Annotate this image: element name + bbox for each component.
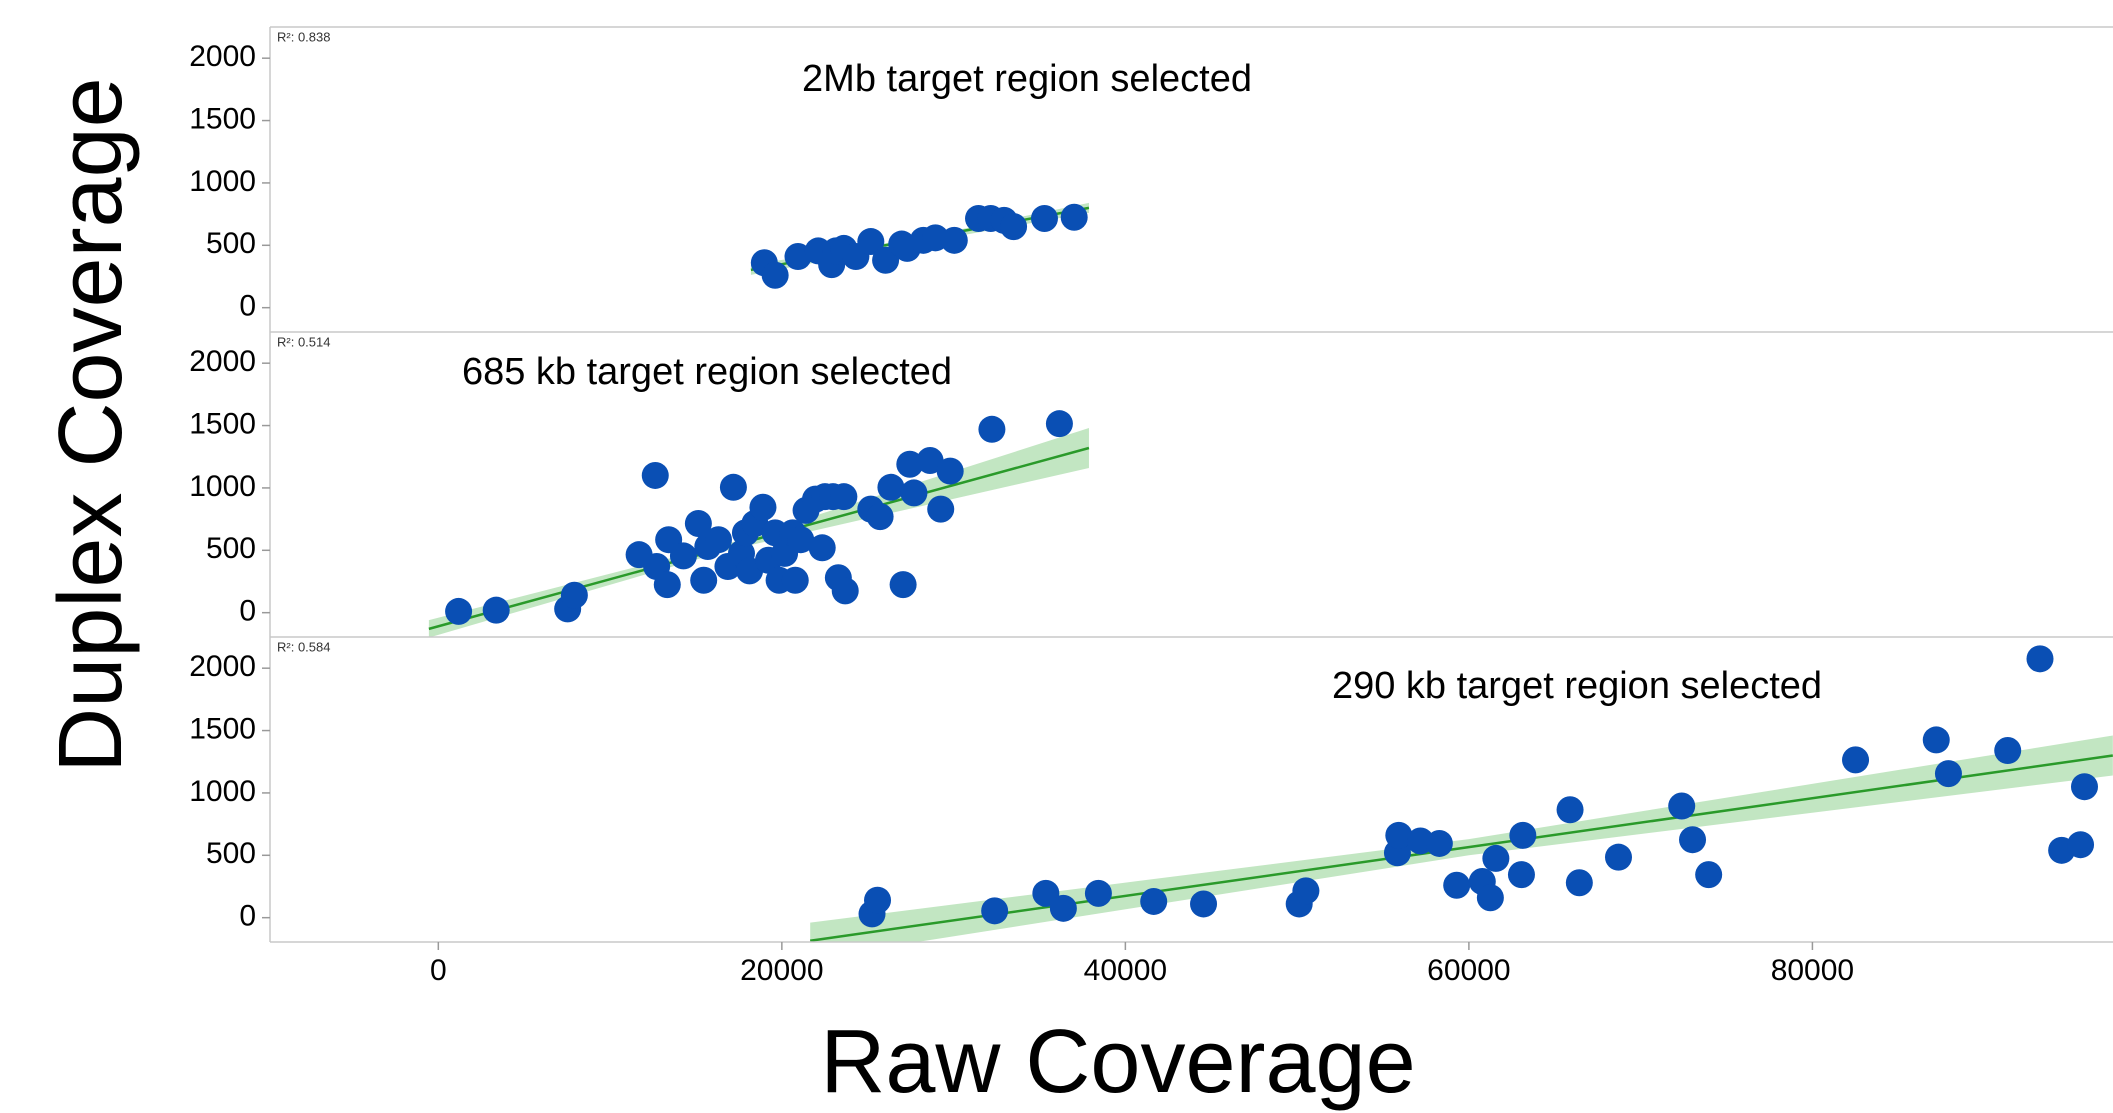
point (641, 461, 669, 489)
y-tick-label: 2000 (189, 345, 256, 378)
point (1140, 887, 1168, 915)
panel (810, 645, 2113, 942)
point (2070, 773, 2098, 801)
point (445, 597, 473, 625)
point (1385, 821, 1413, 849)
y-tick-label: 0 (239, 900, 256, 933)
point (866, 503, 894, 531)
y-tick-label: 2000 (189, 650, 256, 683)
point (482, 596, 510, 624)
point (896, 450, 924, 478)
point (831, 577, 859, 605)
x-tick-label: 60000 (1427, 954, 1510, 987)
point (1695, 861, 1723, 889)
point (1190, 890, 1218, 918)
point (2067, 831, 2095, 859)
y-tick-label: 0 (239, 595, 256, 628)
point (927, 495, 955, 523)
point (900, 479, 928, 507)
y-tick-label: 1500 (189, 407, 256, 440)
y-tick-label: 1000 (189, 470, 256, 503)
point (1292, 877, 1320, 905)
point (784, 243, 812, 271)
point (1000, 213, 1028, 241)
point (1604, 843, 1632, 871)
point (940, 226, 968, 254)
point (1060, 203, 1088, 231)
point (1565, 869, 1593, 897)
x-tick-label: 40000 (1084, 954, 1167, 987)
point (864, 886, 892, 914)
y-tick-label: 0 (239, 290, 256, 323)
y-tick-label: 1500 (189, 712, 256, 745)
annotation: 2Mb target region selected (802, 58, 1252, 100)
point (1922, 726, 1950, 754)
point (719, 473, 747, 501)
x-axis-label: Raw Coverage (820, 1012, 1415, 1112)
y-axis-label: Duplex Coverage (41, 77, 141, 772)
point (1482, 844, 1510, 872)
y-tick-label: 1000 (189, 165, 256, 198)
x-tick-label: 80000 (1771, 954, 1854, 987)
point (690, 566, 718, 594)
point (1045, 410, 1073, 438)
point (1084, 879, 1112, 907)
point (830, 483, 858, 511)
point (1994, 737, 2022, 765)
point (1443, 871, 1471, 899)
point (2026, 645, 2054, 673)
point (684, 509, 712, 537)
point (1668, 792, 1696, 820)
r2-label: R²: 0.584 (277, 639, 330, 654)
point (669, 542, 697, 570)
point (1049, 894, 1077, 922)
point (936, 457, 964, 485)
r2-label: R²: 0.514 (277, 334, 330, 349)
trend-line (428, 446, 1090, 631)
point (560, 581, 588, 609)
point (781, 566, 809, 594)
x-tick-label: 0 (430, 954, 447, 987)
annotation: 685 kb target region selected (462, 351, 952, 393)
point (1934, 760, 1962, 788)
point (916, 446, 944, 474)
confidence-band (810, 735, 2113, 942)
y-tick-label: 2000 (189, 40, 256, 73)
panel (428, 410, 1090, 637)
point (978, 415, 1006, 443)
point (1425, 829, 1453, 857)
trend-line (810, 754, 2113, 942)
point (1476, 884, 1504, 912)
y-tick-label: 500 (206, 532, 256, 565)
point (1556, 796, 1584, 824)
point (787, 526, 815, 554)
point (653, 571, 681, 599)
point (761, 261, 789, 289)
point (857, 228, 885, 256)
x-tick-label: 20000 (740, 954, 823, 987)
point (1842, 746, 1870, 774)
point (808, 534, 836, 562)
point (877, 473, 905, 501)
point (1032, 879, 1060, 907)
y-tick-label: 500 (206, 837, 256, 870)
point (1507, 861, 1535, 889)
y-tick-label: 500 (206, 227, 256, 260)
annotation: 290 kb target region selected (1332, 665, 1822, 707)
point (1509, 821, 1537, 849)
point (889, 571, 917, 599)
y-tick-label: 1000 (189, 775, 256, 808)
point (1679, 826, 1707, 854)
y-tick-label: 1500 (189, 102, 256, 135)
point (704, 526, 732, 554)
r2-label: R²: 0.838 (277, 29, 330, 44)
point (981, 897, 1009, 925)
point (749, 493, 777, 521)
panel (750, 202, 1090, 289)
point (1030, 204, 1058, 232)
